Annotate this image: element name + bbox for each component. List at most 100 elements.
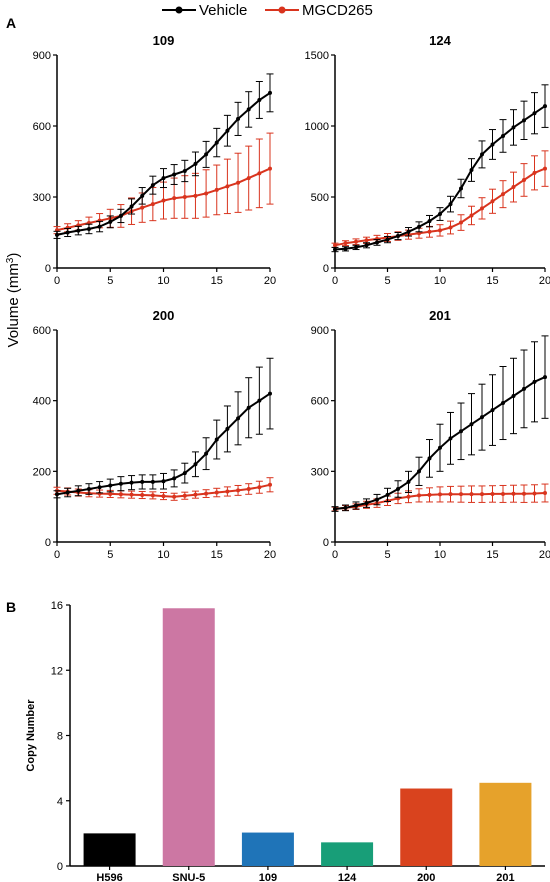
data-point	[182, 168, 187, 173]
data-point	[236, 116, 241, 121]
data-point	[214, 140, 219, 145]
data-point	[129, 204, 134, 209]
data-point	[193, 193, 198, 198]
data-point	[438, 228, 442, 233]
data-point	[86, 487, 91, 491]
data-point	[150, 183, 155, 188]
data-point	[333, 507, 337, 512]
x-tick-label: 0	[332, 549, 338, 561]
y-tick-label: 300	[33, 192, 51, 204]
data-point	[375, 240, 379, 245]
panel-title: 201	[429, 308, 451, 323]
y-tick-label: 0	[57, 861, 63, 873]
series-vehicle	[53, 357, 274, 499]
data-point	[246, 405, 251, 410]
y-tick-label: 0	[45, 537, 51, 549]
line-panel-109: 109 0 300 600 900 0 5 10 15 20	[33, 33, 276, 287]
data-point	[257, 171, 262, 176]
data-point	[417, 469, 421, 474]
x-tick-label: 20	[539, 275, 550, 287]
data-point	[448, 492, 453, 497]
data-point	[257, 398, 262, 403]
x-tick-label: 15	[211, 549, 223, 561]
x-tick-label: 10	[157, 549, 169, 561]
legend: Vehicle MGCD265	[162, 2, 373, 19]
data-point	[86, 226, 91, 231]
data-point	[396, 487, 400, 491]
data-point	[65, 490, 70, 495]
data-point	[532, 379, 537, 384]
data-point	[511, 125, 516, 130]
series-vehicle	[331, 335, 549, 512]
y-tick-label: 500	[311, 192, 329, 204]
bar-category-label: 201	[496, 872, 514, 882]
y-tick-label: 900	[311, 325, 329, 337]
data-point	[76, 488, 81, 493]
bar	[400, 788, 453, 866]
y-tick-label: 0	[323, 263, 329, 275]
data-point	[343, 246, 348, 251]
y-tick-label: 1500	[305, 50, 329, 62]
data-point	[182, 471, 187, 476]
data-point	[182, 493, 187, 498]
data-point	[257, 97, 262, 102]
data-point	[161, 479, 166, 484]
bar-category-label: H596	[96, 872, 122, 882]
data-point	[97, 224, 102, 229]
data-point	[268, 90, 272, 95]
x-tick-label: 20	[264, 275, 276, 287]
data-point	[225, 128, 230, 133]
data-point	[448, 436, 453, 441]
data-point	[118, 213, 123, 218]
data-point	[204, 451, 209, 456]
series-vehicle	[53, 73, 274, 239]
data-point	[501, 192, 505, 197]
data-point	[140, 205, 145, 210]
y-tick-label: 0	[45, 263, 51, 275]
data-point	[257, 485, 262, 490]
data-point	[522, 491, 526, 496]
legend-vehicle-marker	[175, 6, 183, 14]
y-tick-label: 8	[57, 731, 63, 743]
data-point	[532, 111, 537, 116]
panel-a-letter: A	[6, 15, 16, 31]
data-point	[532, 491, 537, 496]
data-point	[501, 133, 505, 138]
data-point	[343, 241, 348, 246]
data-point	[236, 180, 241, 185]
x-tick-label: 0	[54, 275, 60, 287]
data-point	[448, 225, 453, 230]
data-point	[501, 401, 505, 406]
y-tick-label: 12	[51, 665, 63, 677]
data-point	[522, 386, 526, 391]
panel-a-ylabel: Volume (mm3)	[5, 253, 23, 348]
data-point	[490, 491, 495, 496]
x-tick-label: 20	[264, 549, 276, 561]
x-tick-label: 5	[384, 275, 390, 287]
data-point	[204, 152, 209, 157]
data-point	[150, 493, 155, 498]
data-point	[406, 494, 411, 499]
y-tick-label: 600	[33, 325, 51, 337]
y-tick-label: 600	[33, 121, 51, 133]
data-point	[427, 229, 432, 234]
data-point	[354, 245, 358, 250]
y-tick-label: 4	[57, 796, 63, 808]
legend-mgcd265-marker	[278, 6, 286, 14]
data-point	[268, 482, 272, 487]
legend-vehicle-label: Vehicle	[199, 2, 247, 19]
data-point	[459, 492, 463, 497]
data-point	[406, 229, 411, 234]
legend-mgcd265-label: MGCD265	[302, 2, 373, 19]
data-point	[385, 237, 390, 242]
data-point	[118, 481, 123, 486]
data-point	[204, 191, 209, 196]
panel-b-letter: B	[6, 599, 16, 615]
data-point	[543, 375, 547, 380]
data-point	[364, 501, 369, 506]
data-point	[448, 202, 453, 207]
data-point	[214, 490, 219, 495]
y-tick-label: 400	[33, 396, 51, 408]
